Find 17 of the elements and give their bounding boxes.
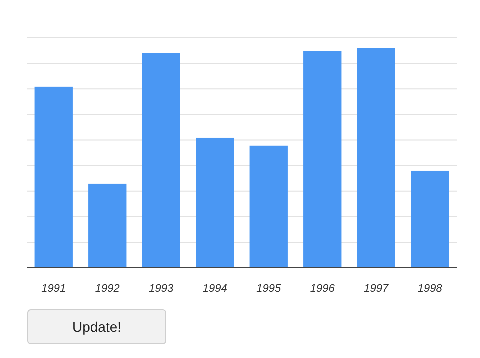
x-tick-label: 1993 xyxy=(149,283,174,295)
bar xyxy=(357,48,396,268)
bar xyxy=(304,51,342,268)
x-tick-label: 1994 xyxy=(202,283,228,295)
bar xyxy=(411,170,450,268)
x-tick-label: 1991 xyxy=(42,283,66,295)
update-button: Update! xyxy=(28,310,166,344)
x-tick-label: 1995 xyxy=(256,283,282,295)
x-tick-label: 1997 xyxy=(364,283,390,295)
bar xyxy=(34,86,73,268)
bar xyxy=(196,138,234,268)
bar xyxy=(142,53,180,268)
x-tick-label: 1996 xyxy=(310,283,336,295)
bar xyxy=(88,184,127,268)
x-tick-label: 1998 xyxy=(418,283,444,295)
x-tick-label: 1992 xyxy=(95,283,120,295)
bar xyxy=(250,146,288,268)
